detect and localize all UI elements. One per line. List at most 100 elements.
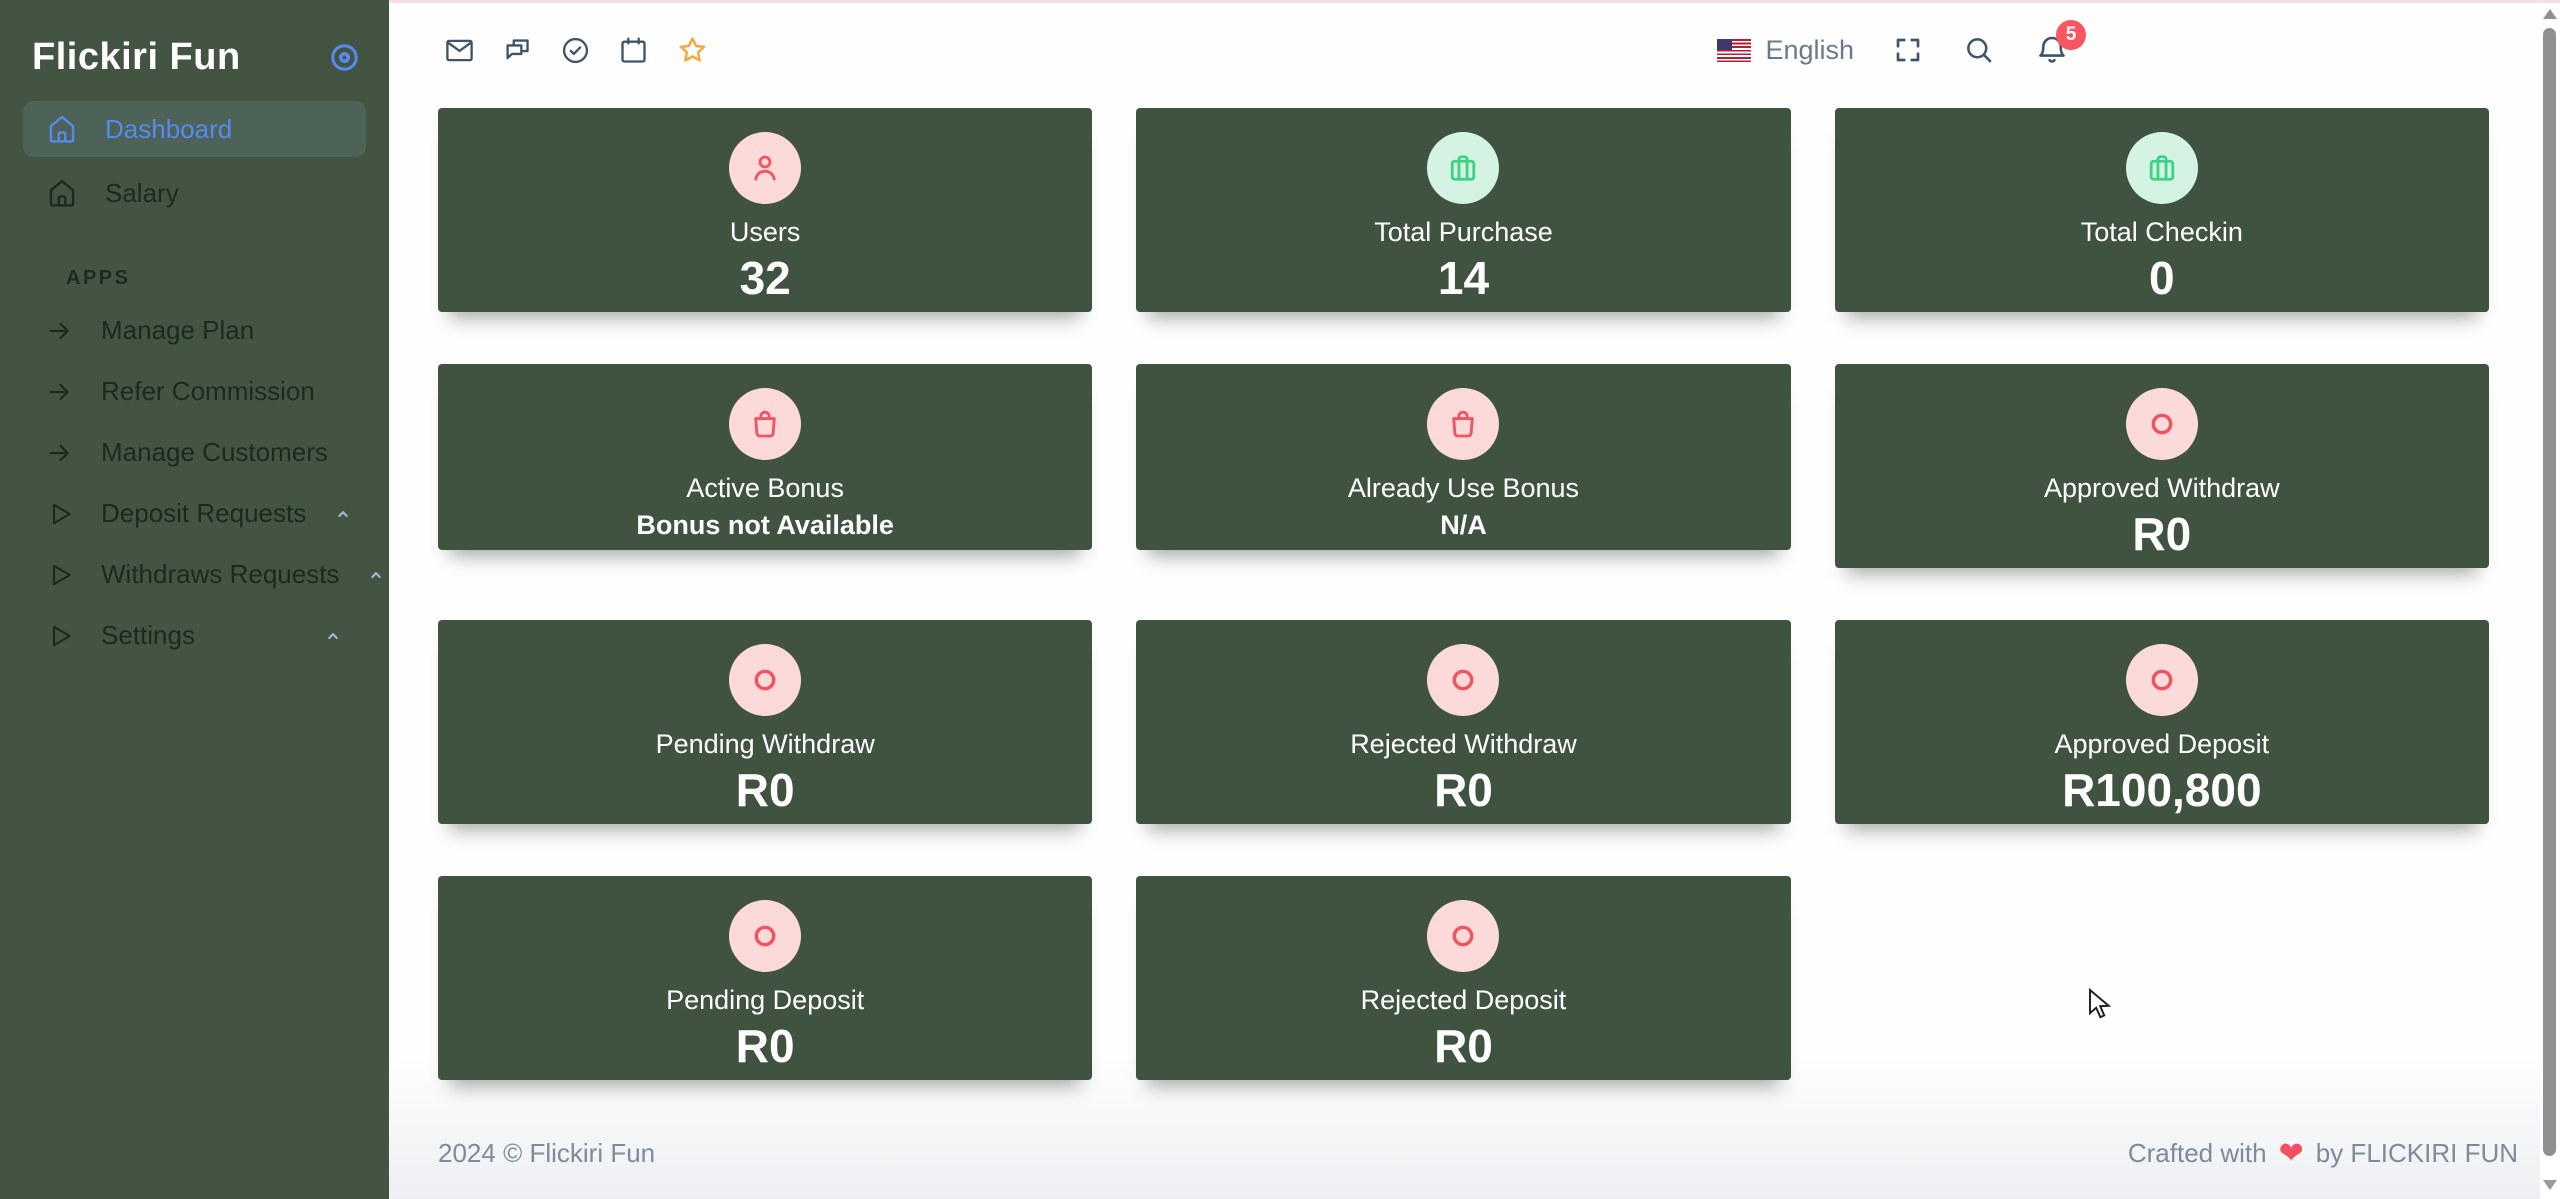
sidebar-item-label: Salary [105,177,179,208]
sidebar-item-label: Dashboard [105,113,233,144]
sidebar-item-salary[interactable]: Salary [23,165,366,221]
footer-crafted-text: Crafted with [2127,1138,2267,1168]
briefcase-icon [2149,155,2175,181]
sidebar-item-label: Settings [101,620,195,650]
stat-card-pending-deposit: Pending Deposit R0 [438,876,1093,1080]
play-icon [45,499,75,529]
main-area: English 5 Users 32 T [389,0,2560,1199]
scrollbar-up-arrow-icon[interactable] [2543,9,2557,19]
sidebar-item-label: Deposit Requests [101,498,307,528]
stat-card-approved-deposit: Approved Deposit R100,800 [1834,620,2489,824]
scrollbar-thumb[interactable] [2543,28,2556,1156]
stat-label: Total Checkin [2080,217,2243,247]
calendar-button[interactable] [617,34,650,67]
topbar-left-icons [443,33,710,68]
home-icon [45,112,79,146]
sidebar-header: Flickiri Fun [0,0,389,93]
play-icon [45,560,75,590]
language-selector[interactable]: English [1717,35,1854,66]
stat-label: Total Purchase [1374,217,1553,247]
star-button[interactable] [675,33,710,68]
stat-card-approved-withdraw: Approved Withdraw R0 [1834,364,2489,568]
stat-card-already-use-bonus: Already Use Bonus N/A [1136,364,1791,550]
sidebar-item-dashboard[interactable]: Dashboard [23,101,366,157]
sidebar-item-withdraws-requests[interactable]: Withdraws Requests [23,548,382,601]
scrollbar-down-arrow-icon[interactable] [2543,1180,2557,1190]
sidebar-item-manage-plan[interactable]: Manage Plan [23,304,366,357]
sidebar-item-settings[interactable]: Settings [23,609,366,662]
arrow-right-icon [45,377,75,407]
stat-card-users: Users 32 [438,108,1093,312]
sidebar-item-label: Manage Customers [101,437,328,467]
chevron-up-icon [332,503,354,525]
stat-icon-circle [729,388,802,460]
stat-icon-circle [2125,132,2198,204]
stat-value: R100,800 [2062,764,2262,816]
arrow-right-icon [45,316,75,346]
sidebar-item-label: Manage Plan [101,315,255,345]
stat-label: Active Bonus [686,473,844,503]
stats-grid: Users 32 Total Purchase 14 Total Checkin… [389,100,2560,1080]
stat-value: N/A [1440,510,1487,540]
footer: 2024 © Flickiri Fun Crafted with ❤ by FL… [389,1108,2560,1199]
bell-icon [2039,36,2065,63]
stat-label: Approved Deposit [2054,729,2270,759]
check-circle-icon [562,37,589,63]
stat-value: R0 [735,1020,795,1072]
footer-brand-text: by FLICKIRI FUN [2315,1138,2518,1168]
star-icon [679,36,706,62]
sidebar-nav: Dashboard Salary APPS Manage Plan Refer … [0,101,389,662]
target-icon [331,44,358,71]
footer-credit: Crafted with ❤ by FLICKIRI FUN [2128,1138,2518,1169]
fullscreen-button[interactable] [1892,34,1924,66]
stat-icon-circle [729,900,802,972]
footer-copyright: 2024 © Flickiri Fun [438,1138,656,1168]
chevron-up-icon [322,625,344,647]
search-button[interactable] [1962,33,1996,67]
stat-icon-circle [729,132,802,204]
stat-icon-circle [729,644,802,716]
play-icon [45,621,75,651]
calendar-icon [621,37,646,63]
circle-icon [2151,413,2173,435]
sidebar-section-label: APPS [66,267,131,289]
user-icon [754,155,776,181]
us-flag-icon [1717,38,1752,62]
stat-card-pending-withdraw: Pending Withdraw R0 [438,620,1093,824]
chat-icon [506,38,529,59]
briefcase-icon [1451,155,1476,181]
shopping-bag-icon [1452,410,1475,438]
stat-icon-circle [2125,644,2198,716]
circle-icon [754,925,776,947]
sidebar-item-refer-commission[interactable]: Refer Commission [23,365,366,418]
fullscreen-icon [1896,38,1920,62]
stat-icon-circle [2125,388,2198,460]
circle-icon [2151,669,2173,691]
app-logo: Flickiri Fun [32,36,241,78]
top-accent-line [389,0,2560,3]
stat-icon-circle [1427,132,1500,204]
stat-value: 14 [1437,252,1490,304]
search-icon [1967,38,1992,63]
sidebar-item-manage-customers[interactable]: Manage Customers [23,426,366,479]
stat-value: 0 [2149,252,2175,304]
notifications-button[interactable]: 5 [2034,20,2086,68]
arrow-right-icon [45,438,75,468]
stat-card-active-bonus: Active Bonus Bonus not Available [438,364,1093,550]
sidebar-item-label: Refer Commission [101,376,315,406]
stat-value: R0 [735,764,795,816]
stat-icon-circle [1427,644,1500,716]
circle-icon [1453,669,1474,691]
mail-button[interactable] [443,34,476,67]
sidebar-toggle-button[interactable] [326,39,363,76]
vertical-scrollbar[interactable] [2540,0,2560,1199]
sidebar-item-deposit-requests[interactable]: Deposit Requests [23,487,366,540]
stat-value: R0 [1434,1020,1493,1072]
chat-button[interactable] [501,34,534,67]
check-circle-button[interactable] [559,34,592,67]
notification-badge: 5 [2056,20,2086,50]
stat-card-rejected-withdraw: Rejected Withdraw R0 [1136,620,1791,824]
chevron-up-icon [365,564,387,586]
mail-icon [446,39,473,61]
stat-value: 32 [739,252,791,304]
